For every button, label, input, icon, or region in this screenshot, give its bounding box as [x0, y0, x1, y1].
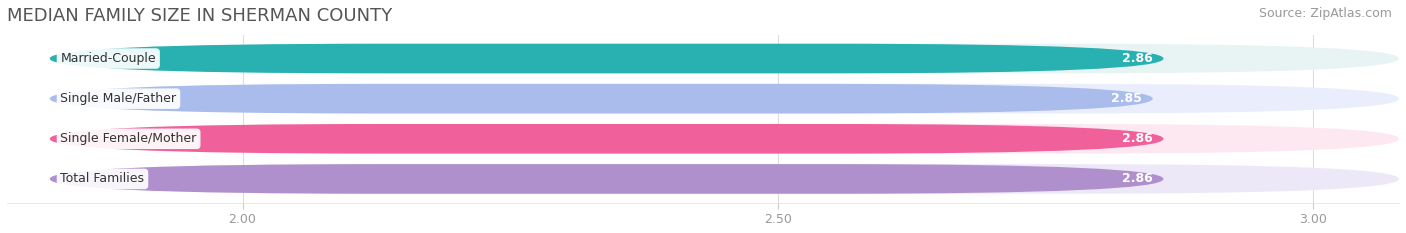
FancyBboxPatch shape — [49, 84, 1153, 113]
FancyBboxPatch shape — [49, 124, 1399, 154]
Text: Married-Couple: Married-Couple — [60, 52, 156, 65]
Text: MEDIAN FAMILY SIZE IN SHERMAN COUNTY: MEDIAN FAMILY SIZE IN SHERMAN COUNTY — [7, 7, 392, 25]
FancyBboxPatch shape — [49, 164, 1164, 194]
Text: Total Families: Total Families — [60, 172, 145, 185]
FancyBboxPatch shape — [49, 44, 1399, 73]
Text: 2.86: 2.86 — [1122, 172, 1153, 185]
Text: Source: ZipAtlas.com: Source: ZipAtlas.com — [1258, 7, 1392, 20]
FancyBboxPatch shape — [49, 84, 1399, 113]
FancyBboxPatch shape — [49, 164, 1399, 194]
Text: Single Female/Mother: Single Female/Mother — [60, 132, 197, 145]
FancyBboxPatch shape — [49, 124, 1164, 154]
Text: Single Male/Father: Single Male/Father — [60, 92, 177, 105]
Text: 2.86: 2.86 — [1122, 52, 1153, 65]
FancyBboxPatch shape — [49, 44, 1164, 73]
Text: 2.86: 2.86 — [1122, 132, 1153, 145]
Text: 2.85: 2.85 — [1111, 92, 1142, 105]
